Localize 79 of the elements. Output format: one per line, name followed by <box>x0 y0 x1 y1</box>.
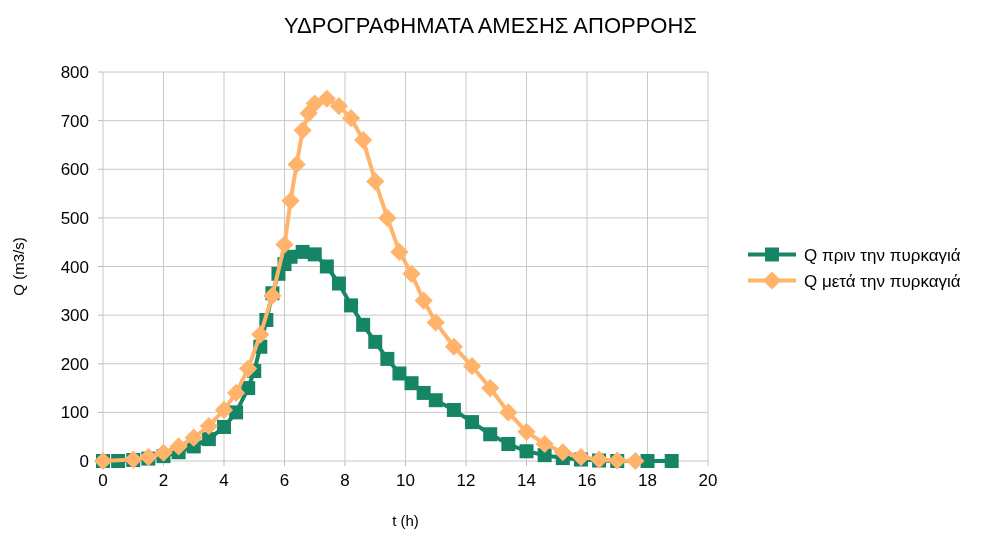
point <box>519 444 534 459</box>
point <box>199 416 218 436</box>
point <box>402 264 421 283</box>
legend-label: Q πριν την πυρκαγιά <box>804 245 961 265</box>
point <box>426 313 445 332</box>
point <box>217 419 231 434</box>
point <box>481 378 500 398</box>
x-tick-label: 4 <box>219 471 229 490</box>
x-tick-label: 18 <box>638 471 657 490</box>
x-tick-label: 6 <box>279 471 290 490</box>
y-tick-label: 300 <box>60 306 89 326</box>
x-tick-label: 20 <box>698 471 718 490</box>
point <box>354 130 373 150</box>
point <box>380 351 395 366</box>
point <box>201 432 216 447</box>
point <box>368 334 383 349</box>
y-tick-label: 200 <box>60 354 89 374</box>
point <box>331 276 346 291</box>
point <box>154 443 173 462</box>
point <box>390 242 409 262</box>
point <box>414 291 433 310</box>
x-tick-label: 2 <box>158 471 169 490</box>
point <box>626 451 645 471</box>
y-axis-title: Q (m3/s) <box>10 237 27 296</box>
point <box>214 400 234 420</box>
point <box>446 402 461 417</box>
point <box>307 247 322 262</box>
point <box>535 434 554 454</box>
point <box>465 415 480 430</box>
y-tick-label: 100 <box>60 403 89 423</box>
point <box>553 443 572 462</box>
x-tick-label: 8 <box>340 471 350 490</box>
point <box>501 436 516 451</box>
point <box>392 366 407 381</box>
point <box>251 325 270 344</box>
y-tick-label: 0 <box>79 452 89 471</box>
point <box>344 298 359 313</box>
point <box>341 109 361 128</box>
y-tick-label: 400 <box>60 257 89 277</box>
x-tick-label: 10 <box>396 471 415 490</box>
chart-title: ΥΔΡΟΓΡΑΦΗΜΑΤΑ ΑΜΕΣΗΣ ΑΠΟΡΡΟΗΣ <box>284 13 697 38</box>
point <box>305 94 324 113</box>
point <box>319 259 334 274</box>
point <box>640 454 655 468</box>
point <box>356 317 371 332</box>
y-tick-label: 600 <box>60 160 89 180</box>
point <box>227 383 246 403</box>
point <box>299 104 318 123</box>
point <box>444 337 463 356</box>
point <box>462 357 482 376</box>
point <box>293 121 312 140</box>
x-axis-title: t (h) <box>392 512 419 529</box>
point <box>404 376 419 391</box>
point <box>329 96 349 116</box>
y-tick-label: 700 <box>60 111 89 131</box>
x-tick-label: 14 <box>517 471 536 490</box>
legend-label: Q μετά την πυρκαγιά <box>804 271 961 291</box>
point <box>169 437 188 456</box>
y-tick-label: 500 <box>60 208 89 228</box>
point <box>416 385 431 400</box>
point <box>378 208 397 227</box>
point <box>317 89 336 108</box>
x-tick-label: 12 <box>456 471 476 490</box>
point <box>428 393 443 408</box>
point <box>239 359 258 378</box>
point <box>287 155 306 174</box>
x-tick-label: 16 <box>577 471 597 490</box>
point <box>499 403 518 422</box>
point <box>571 448 591 467</box>
point <box>366 172 385 191</box>
point <box>664 454 679 468</box>
point <box>281 191 300 210</box>
point <box>517 422 536 441</box>
y-tick-label: 800 <box>60 63 89 82</box>
point <box>263 286 282 305</box>
x-tick-label: 0 <box>98 471 108 490</box>
point <box>184 428 203 447</box>
point <box>483 427 498 442</box>
point <box>275 235 294 254</box>
